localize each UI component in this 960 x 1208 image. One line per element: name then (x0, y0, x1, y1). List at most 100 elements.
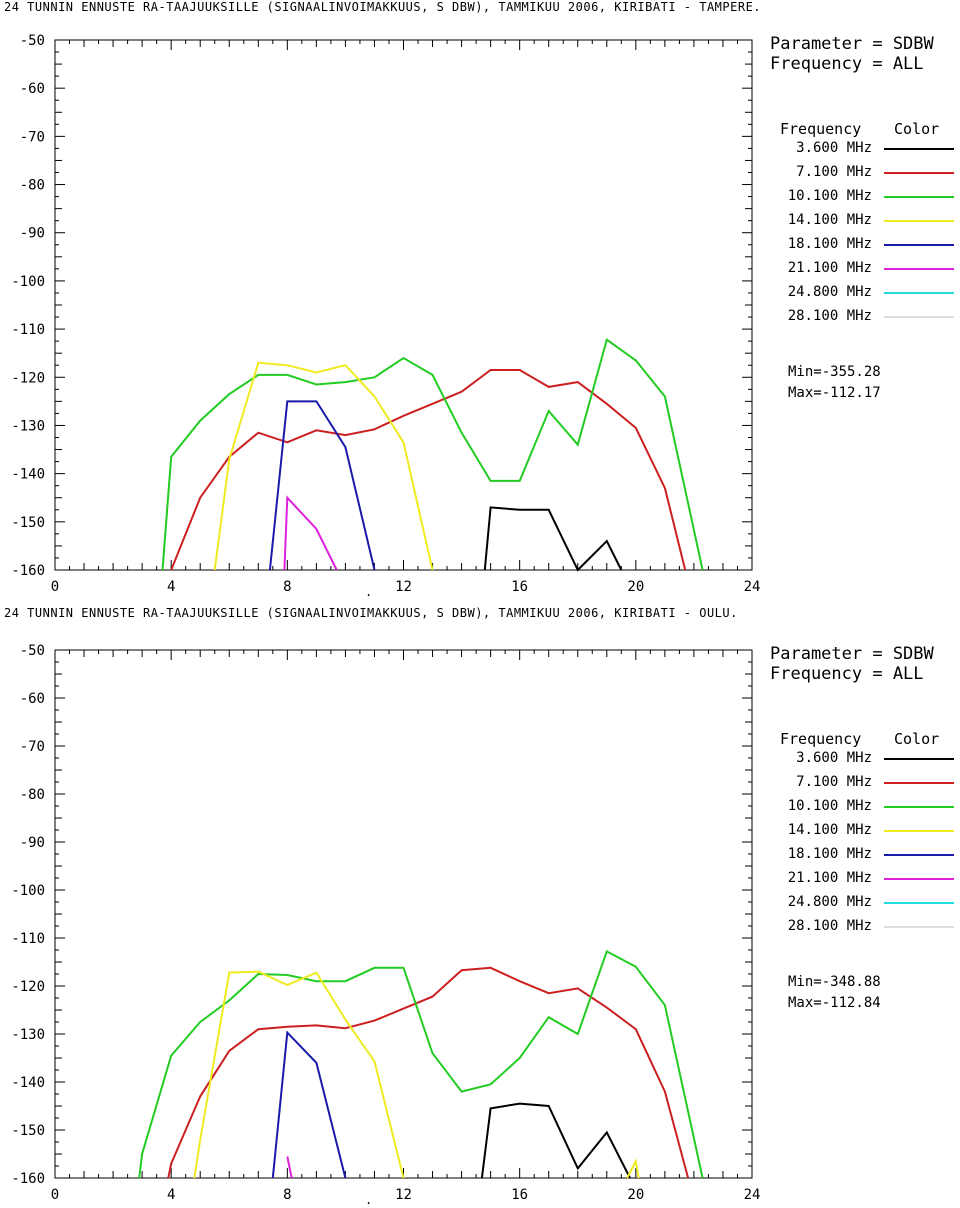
legend-swatch (884, 806, 954, 808)
x-tick-label: 16 (511, 1187, 528, 1203)
x-tick-label: 16 (511, 579, 528, 595)
legend-item: 10.100 MHz (770, 798, 960, 818)
legend-swatch (884, 196, 954, 198)
y-tick-label: -80 (20, 178, 45, 194)
legend-header-frequency: Frequency (780, 120, 862, 138)
plot-frame (54, 649, 753, 1179)
y-tick-label: -130 (11, 418, 45, 434)
frequency-label: Frequency = ALL (770, 54, 924, 74)
legend-label: 28.100 MHz (787, 918, 872, 934)
stray-mark: . (365, 585, 372, 599)
y-tick-label: -80 (20, 787, 45, 803)
legend-item: 14.100 MHz (770, 822, 960, 842)
legend-swatch (884, 878, 954, 880)
legend-item: 3.600 MHz (770, 140, 960, 160)
legend-item: 28.100 MHz (770, 918, 960, 938)
x-tick-label: 20 (627, 579, 644, 595)
y-tick-label: -100 (11, 883, 45, 899)
parameter-label: Parameter = SDBW (770, 644, 934, 664)
stray-mark: . (365, 1193, 372, 1204)
y-tick-label: -70 (20, 739, 45, 755)
max-value: Max=-112.17 (788, 385, 881, 401)
x-tick-label: 12 (395, 579, 412, 595)
legend-item: 24.800 MHz (770, 894, 960, 914)
series-line-6 (283, 495, 338, 571)
y-tick-label: -150 (11, 1123, 45, 1139)
frequency-label: Frequency = ALL (770, 664, 924, 684)
legend-label: 28.100 MHz (787, 308, 872, 324)
y-tick-label: -140 (11, 1075, 45, 1091)
series-line-5 (271, 1030, 347, 1179)
y-tick-label: -90 (20, 226, 45, 242)
series-line-2 (167, 966, 690, 1179)
legend-swatch (884, 854, 954, 856)
legend-item: 21.100 MHz (770, 260, 960, 280)
legend-item: 24.800 MHz (770, 284, 960, 304)
x-tick-label: 24 (744, 579, 761, 595)
x-tick-label: 8 (283, 579, 291, 595)
y-tick-label: -60 (20, 691, 45, 707)
chart-plot: -50 -60 -70 -80 -90 -100 -110 -120 -130 -140 -150 -… (11, 33, 761, 599)
legend-swatch (884, 220, 954, 222)
legend-label: 24.800 MHz (787, 284, 872, 300)
chart-panel-tampere: 24 TUNNIN ENNUSTE RA-TAAJUUKSILLE (SIGNA… (0, 0, 960, 602)
legend-label: 3.600 MHz (796, 140, 872, 156)
legend-item: 10.100 MHz (770, 188, 960, 208)
y-tick-label: -150 (11, 515, 45, 531)
legend-swatch (884, 292, 954, 294)
chart-plot: -50 -60 -70 -80 -90 -100 -110 -120 -130 -140 -150 -… (11, 643, 761, 1204)
x-tick-label: 24 (744, 1187, 761, 1203)
legend-label: 24.800 MHz (787, 894, 872, 910)
legend-item: 21.100 MHz (770, 870, 960, 890)
y-tick-label: -100 (11, 274, 45, 290)
x-tick-label: 8 (283, 1187, 291, 1203)
legend-item: 7.100 MHz (770, 774, 960, 794)
legend-label: 14.100 MHz (787, 822, 872, 838)
legend-item: 14.100 MHz (770, 212, 960, 232)
legend-label: 18.100 MHz (787, 846, 872, 862)
min-value: Min=-348.88 (788, 974, 881, 990)
y-tick-label: -160 (11, 563, 45, 579)
y-tick-label: -120 (11, 370, 45, 386)
y-tick-label: -90 (20, 835, 45, 851)
legend-swatch (884, 830, 954, 832)
legend-swatch (884, 926, 954, 928)
legend-item: 28.100 MHz (770, 308, 960, 328)
y-tick-label: -140 (11, 467, 45, 483)
y-tick-label: -120 (11, 979, 45, 995)
legend-label: 7.100 MHz (796, 164, 872, 180)
series-line-3 (138, 949, 704, 1179)
legend-label: 18.100 MHz (787, 236, 872, 252)
legend-swatch (884, 244, 954, 246)
y-tick-label: -50 (20, 33, 45, 49)
legend-header-frequency: Frequency (780, 730, 862, 748)
legend-header-color: Color (894, 730, 940, 748)
legend-swatch (884, 758, 954, 760)
legend-item: 18.100 MHz (770, 236, 960, 256)
y-tick-label: -160 (11, 1171, 45, 1187)
x-tick-label: 4 (167, 579, 175, 595)
series-line-6 (286, 1156, 293, 1179)
series-line-4 (193, 970, 405, 1179)
legend-item: 3.600 MHz (770, 750, 960, 770)
legend-label: 21.100 MHz (787, 260, 872, 276)
series-line-2 (170, 369, 687, 571)
y-tick-label: -50 (20, 643, 45, 659)
legend-label: 7.100 MHz (796, 774, 872, 790)
legend-label: 10.100 MHz (787, 188, 872, 204)
legend-swatch (884, 172, 954, 174)
legend-label: 10.100 MHz (787, 798, 872, 814)
series-line-3 (161, 338, 704, 571)
legend-swatch (884, 782, 954, 784)
legend-swatch (884, 148, 954, 150)
y-tick-label: -70 (20, 129, 45, 145)
min-value: Min=-355.28 (788, 364, 881, 380)
legend-label: 21.100 MHz (787, 870, 872, 886)
y-tick-label: -130 (11, 1027, 45, 1043)
parameter-label: Parameter = SDBW (770, 34, 934, 54)
legend-item: 7.100 MHz (770, 164, 960, 184)
max-value: Max=-112.84 (788, 995, 881, 1011)
legend-swatch (884, 316, 954, 318)
series-line-9 (626, 1158, 640, 1179)
legend-item: 18.100 MHz (770, 846, 960, 866)
